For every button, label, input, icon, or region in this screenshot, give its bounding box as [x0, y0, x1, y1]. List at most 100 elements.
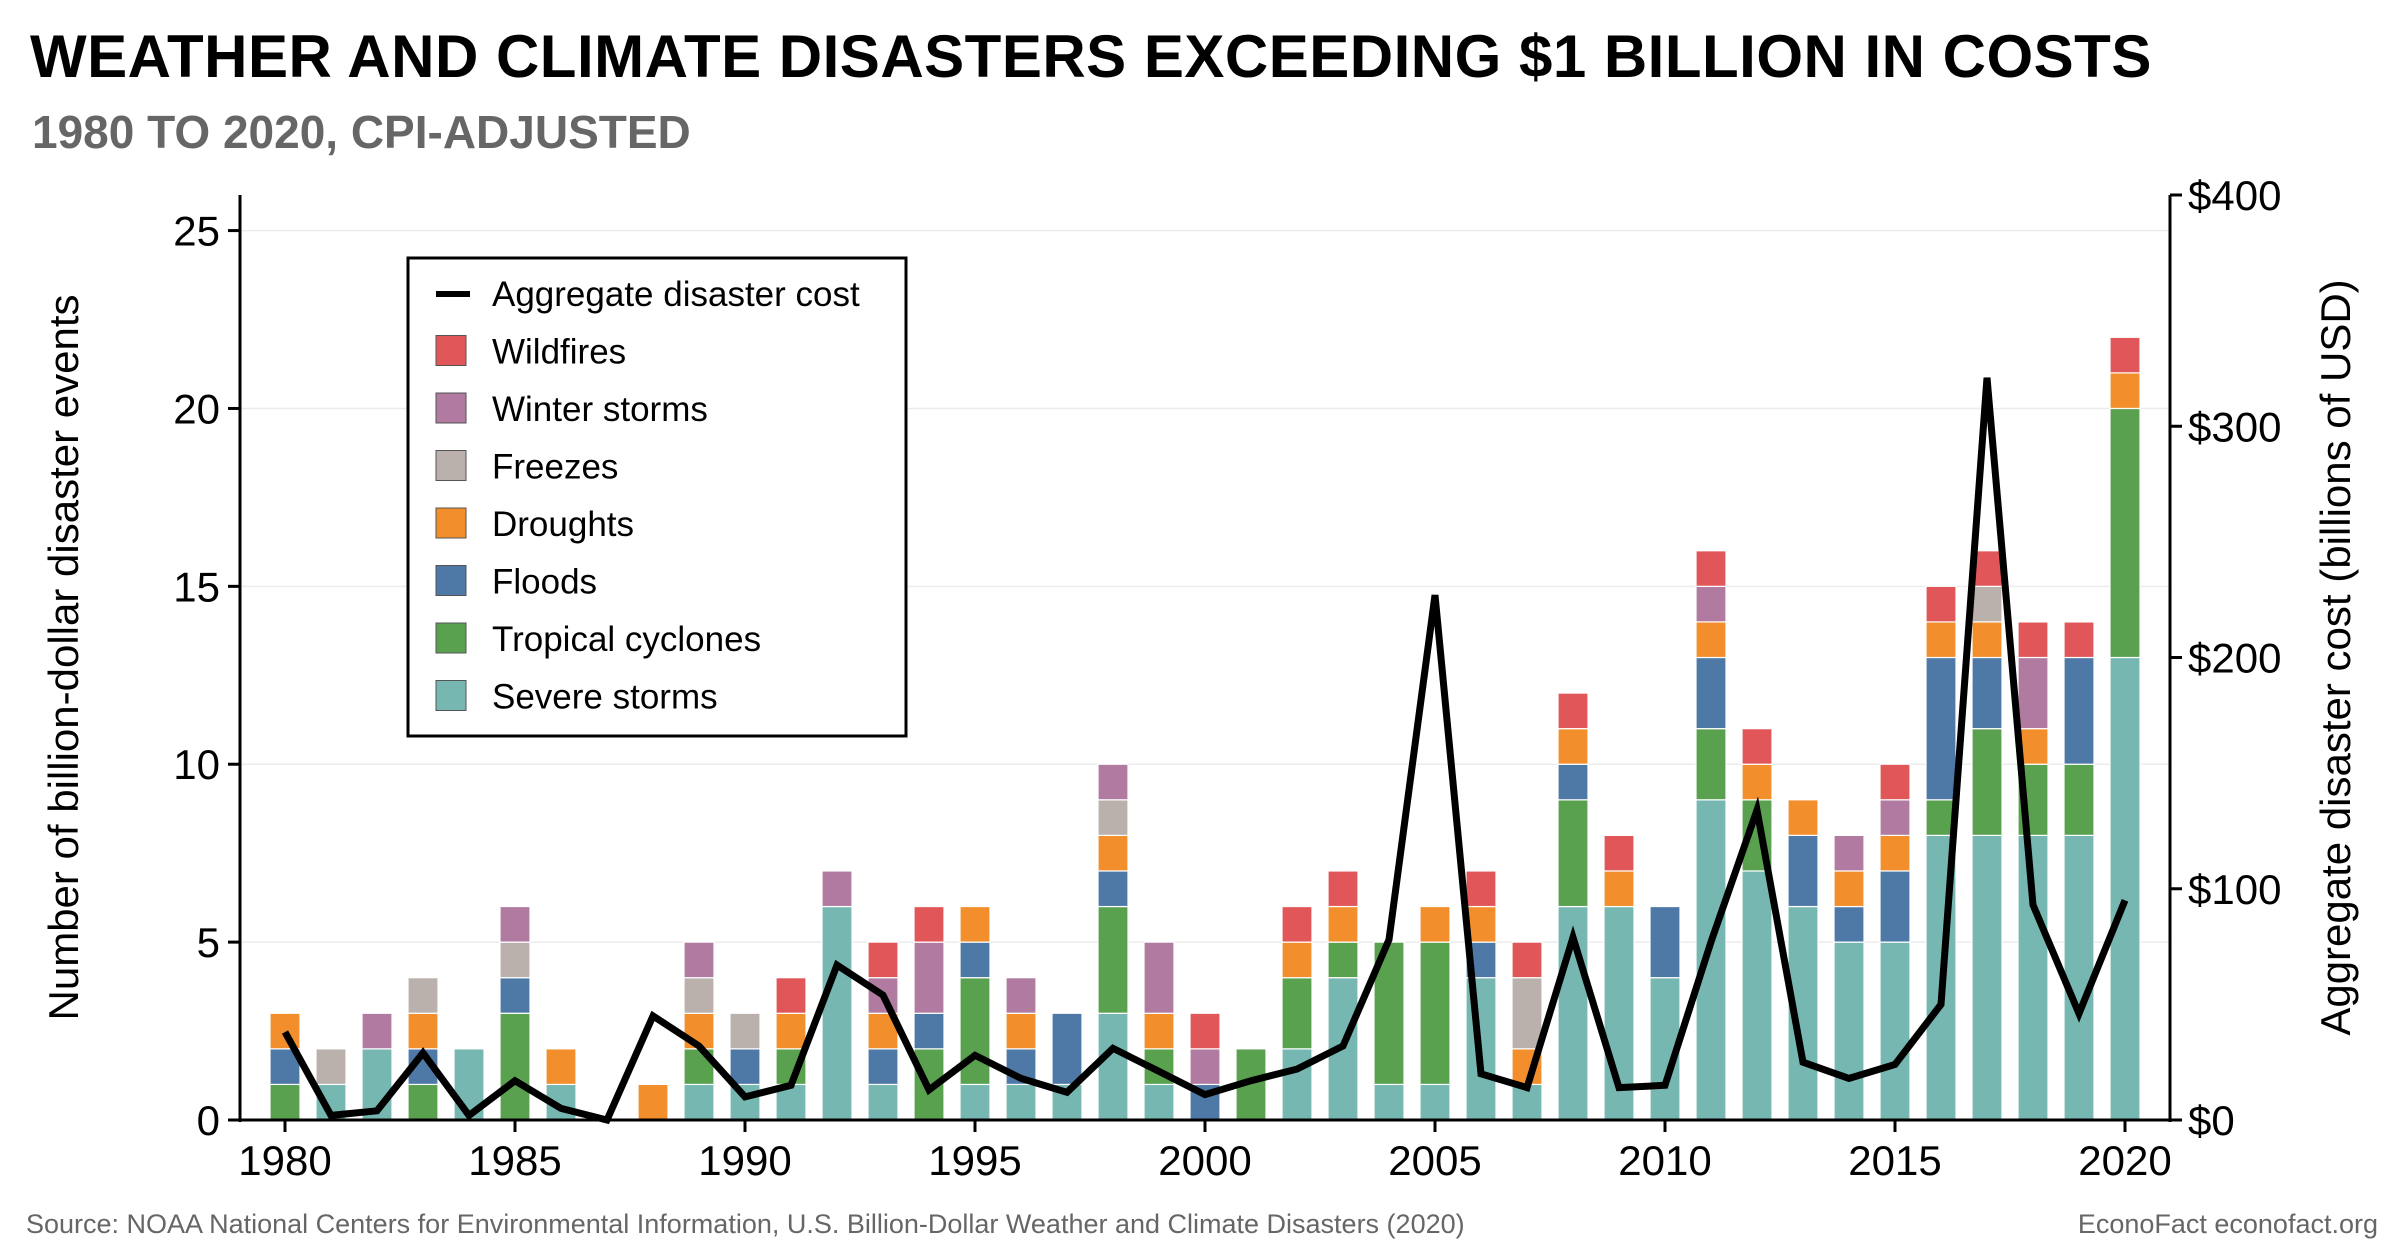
bar-segment	[959, 941, 991, 979]
cost-line	[281, 377, 2129, 1125]
bar-segment	[2017, 656, 2049, 730]
bar-segment	[1465, 870, 1497, 908]
bar-segment	[821, 905, 853, 1121]
y2-tick-label: $0	[2188, 1097, 2235, 1144]
bar-segment	[1557, 692, 1589, 730]
bar-segment	[1143, 1012, 1175, 1050]
chart-subtitle: 1980 TO 2020, CPI-ADJUSTED	[32, 106, 691, 158]
bar-segment	[1143, 1083, 1175, 1121]
bar-segment	[1511, 977, 1543, 1050]
legend-label: Tropical cyclones	[492, 620, 761, 659]
bar-segment	[2109, 656, 2141, 1121]
bar-segment	[959, 977, 991, 1086]
bar-segment	[1879, 870, 1911, 943]
x-tick-label: 1980	[238, 1137, 331, 1184]
bar-segment	[1097, 834, 1129, 872]
bar-segment	[683, 977, 715, 1014]
y2-tick-label: $200	[2188, 635, 2281, 682]
bar-segment	[867, 1048, 899, 1086]
y-tick-label: 5	[197, 919, 220, 966]
bar-segment	[775, 1083, 807, 1121]
bar-segment	[1833, 941, 1865, 1121]
bar-segment	[499, 1012, 531, 1121]
bar-segment	[1005, 1083, 1037, 1121]
legend-label: Floods	[492, 563, 597, 602]
x-tick-label: 2000	[1158, 1137, 1251, 1184]
bar-segment	[499, 977, 531, 1014]
bar-segment	[1787, 834, 1819, 908]
bar-segment	[1557, 799, 1589, 908]
bar-segment	[1419, 1083, 1451, 1121]
legend-swatch	[435, 680, 467, 711]
bar-segment	[1971, 834, 2003, 1121]
bar-segment	[1833, 905, 1865, 943]
y-tick-label: 20	[173, 385, 220, 432]
bar-segment	[683, 1083, 715, 1121]
bar-segment	[1695, 799, 1727, 1121]
bar-segment	[821, 870, 853, 908]
bar-segment	[1051, 1012, 1083, 1086]
bar-segment	[729, 1048, 761, 1086]
bar-segment	[2109, 336, 2141, 374]
bar-segment	[729, 1012, 761, 1050]
bar-segment	[1005, 1012, 1037, 1050]
bar-segment	[1327, 941, 1359, 979]
x-tick-label: 2005	[1388, 1137, 1481, 1184]
bar-segment	[1327, 870, 1359, 908]
bar-segment	[407, 977, 439, 1014]
bar-segment	[1971, 728, 2003, 836]
bar-segment	[1281, 941, 1313, 979]
bar-segment	[2109, 372, 2141, 410]
bar-segment	[1695, 621, 1727, 659]
bar-segment	[1327, 905, 1359, 943]
bar-segment	[269, 1012, 301, 1050]
bar-segment	[1603, 870, 1635, 908]
bar-segment	[1971, 621, 2003, 659]
bar-segment	[1879, 941, 1911, 1121]
bar-segment	[913, 905, 945, 943]
y2-tick-label: $100	[2188, 866, 2281, 913]
bar-segment	[959, 1083, 991, 1121]
bar-segment	[2063, 763, 2095, 836]
bar-segment	[1879, 834, 1911, 872]
x-tick-label: 1985	[468, 1137, 561, 1184]
bar-segment	[1373, 1083, 1405, 1121]
bar-segment	[1097, 1012, 1129, 1121]
bar-segment	[1557, 728, 1589, 765]
y-tick-label: 15	[173, 563, 220, 610]
credit-note: EconoFact econofact.org	[2077, 1209, 2378, 1239]
bar-segment	[1281, 977, 1313, 1050]
bar-segment	[407, 1012, 439, 1050]
bar-segment	[499, 905, 531, 943]
bar-segment	[867, 1083, 899, 1121]
bar-segment	[1281, 905, 1313, 943]
legend-swatch	[435, 622, 467, 654]
bar-segment	[1603, 834, 1635, 872]
legend-box	[406, 256, 908, 738]
bar-segment	[1695, 656, 1727, 730]
bar-segment	[1833, 870, 1865, 908]
bar-segment	[2063, 834, 2095, 1121]
bar-segment	[1695, 728, 1727, 801]
bar-segment	[775, 977, 807, 1014]
y2-axis-label: Aggregate disaster cost (billions of USD…	[2312, 279, 2359, 1035]
bar-segment	[1189, 1048, 1221, 1086]
y2-tick-label: $300	[2188, 403, 2281, 450]
legend-swatch	[435, 565, 467, 596]
chart-title: WEATHER AND CLIMATE DISASTERS EXCEEDING …	[30, 23, 2152, 90]
bar-segment	[1925, 656, 1957, 801]
bar-segment	[959, 905, 991, 943]
bar-segment	[1097, 799, 1129, 836]
bar-segment	[1281, 1048, 1313, 1121]
bar-segment	[1833, 834, 1865, 872]
bar-segment	[1741, 763, 1773, 801]
source-note: Source: NOAA National Centers for Enviro…	[26, 1209, 1465, 1239]
bar-segment	[1741, 870, 1773, 1121]
bar-segment	[315, 1048, 347, 1086]
y-tick-label: 10	[173, 741, 220, 788]
bar-segment	[407, 1083, 439, 1121]
bar-segment	[867, 941, 899, 979]
bar-segment	[1879, 799, 1911, 836]
bar-segment	[775, 1012, 807, 1050]
